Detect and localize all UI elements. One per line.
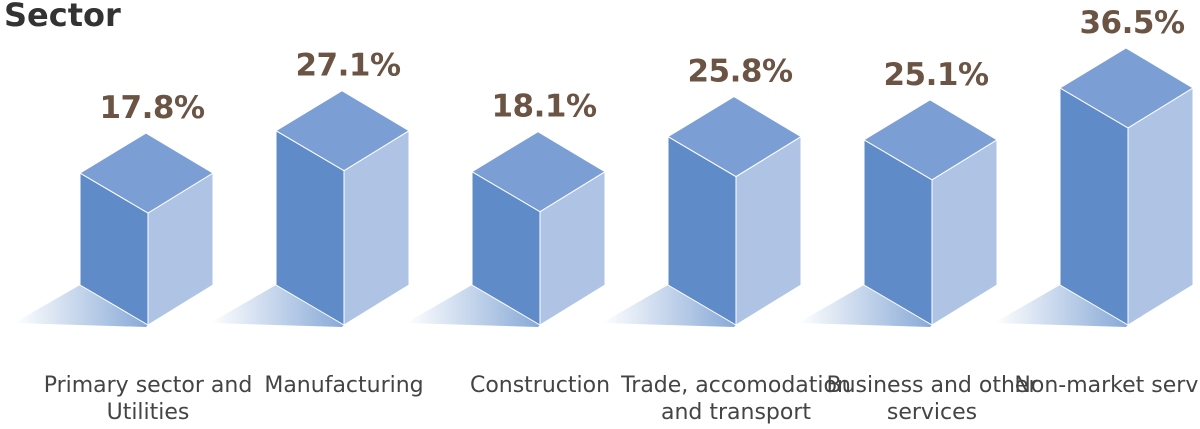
bar-top-face [667, 96, 802, 178]
bar [1059, 47, 1194, 326]
bar-shadow [14, 285, 148, 327]
bar [667, 96, 802, 326]
bar-shadow [210, 285, 344, 327]
category-label: Trade, accomodation and transport [621, 373, 851, 425]
bar [471, 131, 606, 326]
value-label: 25.8% [687, 54, 792, 90]
bar-top-face [863, 99, 998, 181]
bar-top-face [1059, 47, 1194, 129]
bar [275, 90, 410, 326]
category-label: Non-market services [1014, 373, 1200, 398]
bar-shadow [406, 285, 540, 327]
bar-top-face [471, 131, 606, 213]
bar [79, 132, 214, 326]
category-label: Primary sector and Utilities [43, 373, 253, 425]
bar-top-face [275, 90, 410, 172]
value-label: 17.8% [99, 90, 204, 126]
value-label: 27.1% [295, 48, 400, 84]
value-label: 25.1% [883, 57, 988, 93]
bar-right-face [1127, 87, 1194, 326]
category-label: Manufacturing [264, 373, 424, 398]
bar [863, 99, 998, 326]
bar-top-face [79, 132, 214, 214]
category-label: Business and other services [826, 373, 1038, 425]
value-label: 36.5% [1079, 5, 1184, 41]
category-label: Construction [469, 373, 611, 398]
bar-shadow [602, 285, 736, 327]
bar-shadow [798, 285, 932, 327]
bar-left-face [1059, 87, 1129, 326]
value-label: 18.1% [491, 89, 596, 125]
chart-title: Sector [4, 0, 121, 34]
bar-shadow [994, 285, 1128, 327]
